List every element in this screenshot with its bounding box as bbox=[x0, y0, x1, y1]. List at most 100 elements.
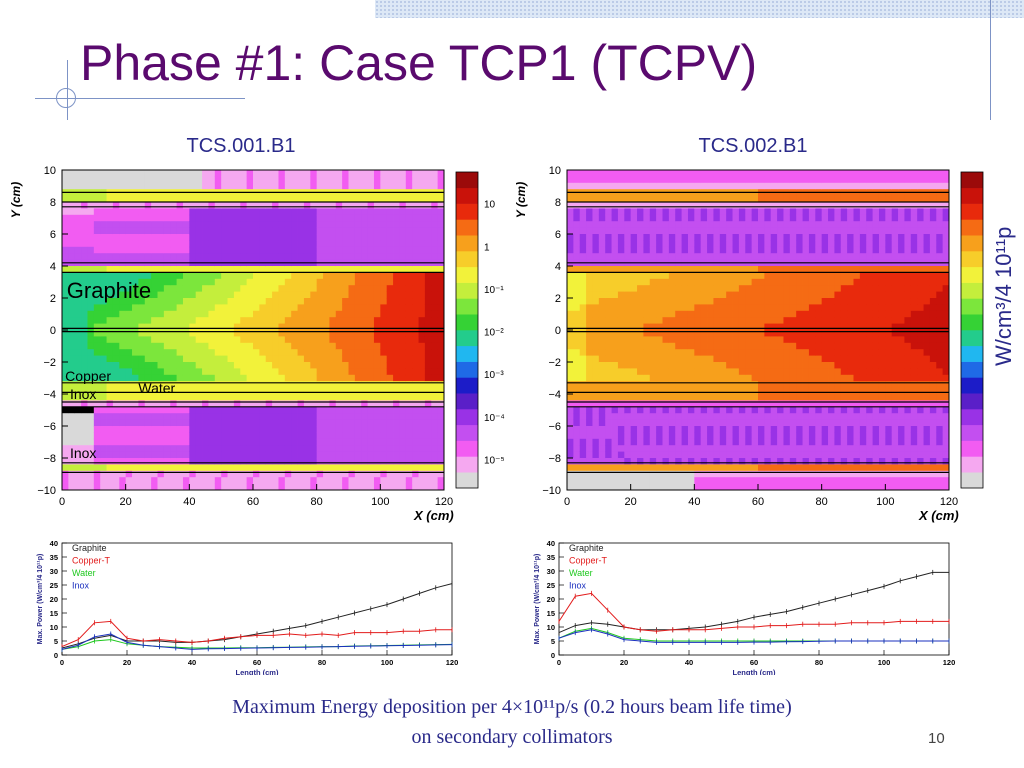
heatmap-cell bbox=[125, 374, 133, 382]
heatmap-cell bbox=[100, 355, 107, 363]
heatmap-cell bbox=[202, 253, 209, 260]
heatmap-cell bbox=[151, 240, 158, 248]
heatmap-cell bbox=[342, 253, 349, 260]
heatmap-cell bbox=[796, 413, 803, 420]
heatmap-cell bbox=[291, 419, 298, 427]
heatmap-cell bbox=[310, 432, 318, 440]
heatmap-cell bbox=[437, 432, 445, 440]
heatmap-cell bbox=[789, 387, 797, 395]
heatmap-cell bbox=[316, 355, 324, 363]
heatmap-cell bbox=[284, 451, 292, 459]
heatmap-cell bbox=[284, 374, 292, 382]
heatmap-cell bbox=[668, 458, 676, 465]
heatmap-cell bbox=[605, 477, 612, 484]
heatmap-cell bbox=[393, 291, 400, 299]
heatmap-cell bbox=[138, 368, 146, 376]
heatmap-cell bbox=[68, 234, 76, 241]
heatmap-cell bbox=[361, 330, 368, 337]
heatmap-cell bbox=[668, 470, 676, 478]
heatmap-cell bbox=[649, 291, 657, 299]
heatmap-cell bbox=[74, 195, 82, 203]
heatmap-cell bbox=[700, 176, 708, 184]
heatmap-cell bbox=[617, 464, 625, 472]
heatmap-cell bbox=[214, 438, 222, 446]
heatmap-cell bbox=[297, 221, 305, 228]
material-label: Graphite bbox=[67, 278, 151, 303]
heatmap-cell bbox=[405, 214, 413, 222]
heatmap-cell bbox=[738, 451, 746, 459]
heatmap-cell bbox=[770, 310, 778, 318]
heatmap-cell bbox=[713, 342, 721, 350]
heatmap-cell bbox=[284, 310, 292, 318]
heatmap-cell bbox=[770, 227, 778, 235]
heatmap-cell bbox=[323, 419, 330, 427]
heatmap-cell bbox=[189, 221, 197, 228]
heatmap-cell bbox=[253, 483, 260, 491]
heatmap-cell bbox=[412, 464, 419, 472]
heatmap-cell bbox=[348, 374, 356, 382]
y-tick-label: −10 bbox=[37, 485, 56, 497]
heatmap-cell bbox=[437, 406, 445, 414]
heatmap-cell bbox=[732, 208, 740, 216]
heatmap-cell bbox=[170, 349, 177, 356]
heatmap-cell bbox=[630, 362, 638, 369]
heatmap-cell bbox=[310, 445, 318, 452]
heatmap-cell bbox=[586, 394, 593, 401]
heatmap-cell bbox=[605, 317, 612, 324]
heatmap-cell bbox=[745, 483, 753, 491]
heatmap-cell bbox=[700, 246, 708, 254]
heatmap-cell bbox=[789, 483, 797, 491]
heatmap-cell bbox=[106, 336, 114, 344]
heatmap-cell bbox=[310, 291, 318, 299]
heatmap-cell bbox=[380, 477, 388, 484]
heatmap-cell bbox=[789, 374, 797, 382]
heatmap-cell bbox=[361, 381, 368, 388]
heatmap-cell bbox=[783, 381, 791, 388]
heatmap-cell bbox=[726, 234, 733, 241]
heatmap-cell bbox=[662, 330, 670, 337]
heatmap-cell bbox=[713, 458, 721, 465]
heatmap-cell bbox=[617, 381, 625, 388]
heatmap-cell bbox=[418, 464, 426, 472]
heatmap-cell bbox=[726, 438, 733, 446]
heatmap-cell bbox=[573, 470, 581, 478]
heatmap-cell bbox=[361, 342, 368, 350]
heatmap-cell bbox=[106, 368, 114, 376]
heatmap-cell bbox=[112, 170, 120, 177]
heatmap-cell bbox=[132, 470, 139, 478]
heatmap-cell bbox=[675, 432, 682, 440]
heatmap-cell bbox=[259, 202, 267, 209]
heatmap-cell bbox=[764, 176, 772, 184]
heatmap-cell bbox=[770, 458, 778, 465]
heatmap-cell bbox=[649, 266, 657, 273]
heatmap-cell bbox=[649, 342, 657, 350]
heatmap-cell bbox=[170, 182, 177, 190]
heatmap-cell bbox=[656, 374, 663, 382]
heatmap-cell bbox=[144, 368, 152, 376]
heatmap-cell bbox=[649, 483, 657, 491]
heatmap-cell bbox=[163, 195, 171, 203]
heatmap-cell bbox=[291, 240, 298, 248]
heatmap-cell bbox=[598, 419, 606, 427]
heatmap-cell bbox=[259, 413, 267, 420]
heatmap-cell bbox=[713, 272, 721, 280]
heatmap-cell bbox=[802, 349, 810, 356]
heatmap-cell bbox=[303, 400, 311, 408]
heatmap-cell bbox=[202, 285, 209, 292]
heatmap-cell bbox=[221, 355, 228, 363]
heatmap-cell bbox=[163, 266, 171, 273]
heatmap-cell bbox=[335, 406, 343, 414]
heatmap-cell bbox=[342, 317, 349, 324]
heatmap-cell bbox=[253, 298, 260, 305]
heatmap-cell bbox=[617, 451, 625, 459]
heatmap-cell bbox=[354, 214, 362, 222]
heatmap-cell bbox=[323, 208, 330, 216]
heatmap-cell bbox=[745, 368, 753, 376]
heatmap-cell bbox=[598, 406, 606, 414]
heatmap-cell bbox=[777, 182, 784, 190]
heatmap-cell bbox=[802, 381, 810, 388]
heatmap-cell bbox=[132, 342, 139, 350]
heatmap-cell bbox=[592, 362, 600, 369]
heatmap-cell bbox=[259, 285, 267, 292]
heatmap-cell bbox=[707, 176, 714, 184]
